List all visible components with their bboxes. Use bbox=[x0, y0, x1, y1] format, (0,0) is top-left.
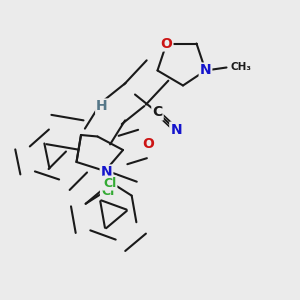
Text: Cl: Cl bbox=[101, 185, 114, 198]
Text: N: N bbox=[170, 123, 182, 136]
Text: CH₃: CH₃ bbox=[230, 61, 251, 72]
Text: Cl: Cl bbox=[103, 176, 116, 190]
Text: O: O bbox=[160, 37, 172, 50]
Text: C: C bbox=[152, 106, 163, 119]
Text: N: N bbox=[101, 166, 112, 179]
Text: N: N bbox=[200, 64, 211, 77]
Text: O: O bbox=[142, 137, 154, 151]
Text: H: H bbox=[96, 100, 108, 113]
